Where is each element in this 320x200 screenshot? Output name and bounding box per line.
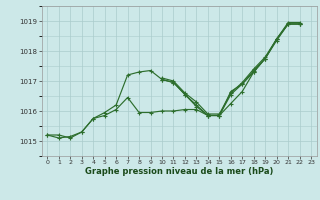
X-axis label: Graphe pression niveau de la mer (hPa): Graphe pression niveau de la mer (hPa) <box>85 167 273 176</box>
